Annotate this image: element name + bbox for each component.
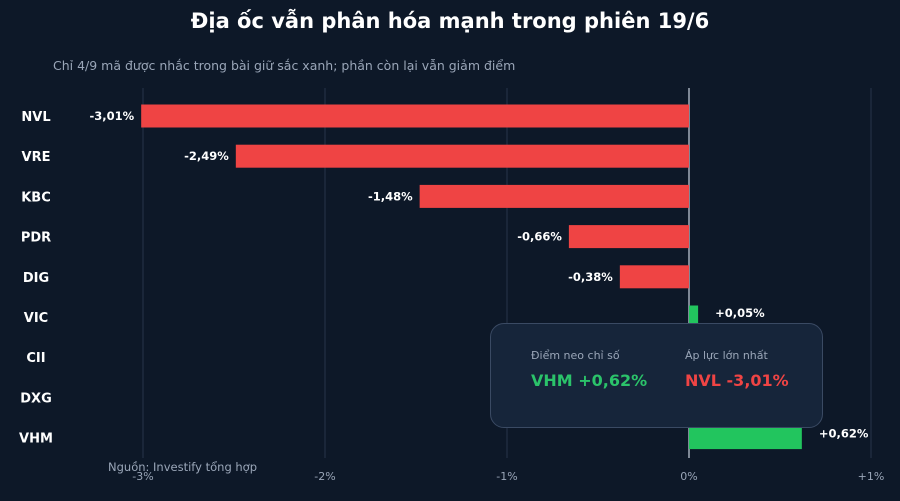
category-label: NVL xyxy=(21,110,50,125)
x-tick-label: -2% xyxy=(314,470,335,483)
category-label: VIC xyxy=(24,311,48,326)
x-tick-label: 0% xyxy=(680,470,697,483)
chart-title: Địa ốc vẫn phân hóa mạnh trong phiên 19/… xyxy=(190,9,710,33)
category-label: KBC xyxy=(21,190,51,205)
bar xyxy=(689,426,802,450)
category-label: PDR xyxy=(21,231,51,246)
value-label: -1,48% xyxy=(368,189,413,203)
category-label: CII xyxy=(26,351,45,366)
value-label: -2,49% xyxy=(184,149,229,163)
x-tick-label: +1% xyxy=(858,470,885,483)
callout-pressure: Áp lực lớn nhất NVL -3,01% xyxy=(685,349,789,390)
category-label: DXG xyxy=(20,391,51,406)
bar xyxy=(141,104,689,128)
callout-pressure-label: Áp lực lớn nhất xyxy=(685,349,768,362)
value-label: +0,05% xyxy=(715,306,765,320)
value-label: -0,38% xyxy=(568,270,613,284)
source-note: Nguồn: Investify tổng hợp xyxy=(108,460,258,474)
value-label: +0,62% xyxy=(819,427,869,441)
bar xyxy=(689,305,699,329)
x-tick-label: -1% xyxy=(496,470,517,483)
chart-subtitle: Chỉ 4/9 mã được nhắc trong bài giữ sắc x… xyxy=(53,58,516,73)
callout-anchor-label: Điểm neo chỉ số xyxy=(531,349,620,362)
value-label: -3,01% xyxy=(90,109,135,123)
bar xyxy=(419,184,689,208)
bar xyxy=(619,265,689,289)
value-label: -0,66% xyxy=(517,230,562,244)
callout-anchor-value: VHM +0,62% xyxy=(531,371,648,390)
category-label: VHM xyxy=(19,432,53,447)
bar xyxy=(568,225,689,249)
category-label: VRE xyxy=(22,150,51,165)
summary-callout: Điểm neo chỉ số VHM +0,62% Áp lực lớn nh… xyxy=(490,323,823,428)
callout-anchor: Điểm neo chỉ số VHM +0,62% xyxy=(531,349,647,390)
bar xyxy=(235,144,689,168)
x-tick-label: -3% xyxy=(132,470,153,483)
category-label: DIG xyxy=(23,271,49,286)
callout-pressure-value: NVL -3,01% xyxy=(685,371,789,390)
